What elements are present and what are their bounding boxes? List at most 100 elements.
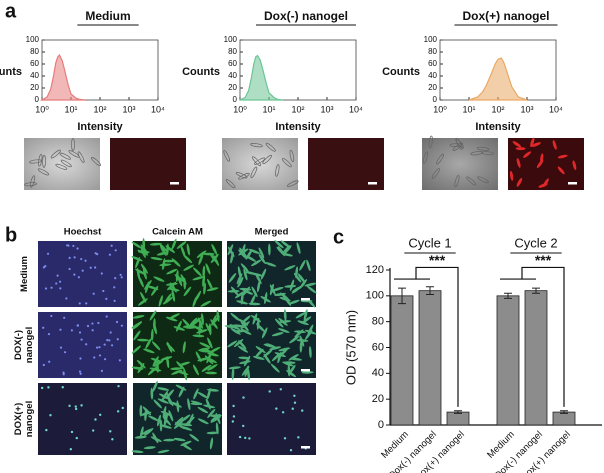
cell [288,299,300,305]
cell [140,263,148,274]
nucleus [80,257,83,261]
nucleus [102,289,105,293]
cell [255,346,266,354]
nucleus [111,438,114,441]
cell [145,338,152,349]
cell [144,280,152,290]
micrograph [38,241,127,307]
nucleus [94,266,97,269]
y-tick-label: 80 [30,47,39,56]
micrograph [224,309,317,381]
row-label: DOX(-)nanogel [13,327,35,363]
cell [283,309,287,322]
cell [131,366,144,370]
cell [255,348,264,358]
cell [132,315,145,319]
nucleus [121,406,124,410]
x-tick-label: 10¹ [262,104,275,114]
nucleus [289,448,293,452]
nucleus [85,302,88,305]
cell [289,335,300,344]
nucleus [47,332,51,336]
cell [245,255,257,262]
chart-title: Medium [85,9,130,23]
nucleus [61,386,64,389]
y-axis-label: Counts [182,66,220,78]
cell [153,276,165,282]
cell [192,276,205,281]
nucleus [42,363,45,367]
nucleus [283,437,287,440]
nucleus [86,324,90,328]
bar [446,411,470,426]
nucleus [62,371,65,374]
cell [248,248,260,254]
cell [163,259,176,263]
nucleus [59,287,62,290]
scale-bar [368,182,377,185]
cell [256,323,265,332]
cell [157,398,169,404]
cell [239,247,247,258]
cell [24,182,37,187]
cell [291,286,302,294]
cell [236,273,243,285]
cell [202,274,206,287]
cell [516,177,523,187]
cell [306,259,311,272]
nucleus [116,338,119,341]
cell [530,137,535,148]
nucleus [85,343,88,346]
nucleus [242,424,245,428]
cell [144,409,147,422]
nucleus [98,354,102,357]
cell [269,284,276,296]
cell [168,313,180,320]
cell [175,384,187,391]
cell [283,245,292,255]
y-tick-label: 40 [428,71,437,80]
row-label-line: nanogel [24,327,35,363]
nucleus [103,343,106,346]
nucleus [119,273,122,276]
cell [193,267,202,277]
nucleus [91,429,95,432]
cell [160,245,167,256]
cell [294,329,304,338]
cell [299,259,306,271]
plot-frame [239,39,357,101]
cell [250,143,263,148]
cell [176,241,187,249]
scale-bar [301,446,310,449]
y-tick-label: 20 [228,83,237,92]
cell [223,150,230,162]
cell [183,286,192,297]
y-tick-label: 80 [428,47,437,56]
nucleus [108,253,112,256]
cell [42,155,46,168]
cell [240,263,249,273]
cell [288,364,296,375]
nucleus [118,359,121,362]
nucleus [70,329,73,332]
plot-frame [41,39,159,101]
nucleus [68,267,71,271]
cell [230,286,239,296]
cell [263,353,271,364]
error-bar [398,287,406,305]
cell [202,265,206,278]
nucleus [79,372,82,375]
cell [241,315,251,324]
cell [275,318,284,328]
cell [201,313,204,326]
group-title: Cycle 1 [408,235,451,250]
y-tick-label: 0 [233,95,238,104]
cell [187,398,191,411]
nucleus [78,370,82,373]
cell [284,265,296,271]
y-axis-label: Counts [382,66,420,78]
nucleus [63,351,67,354]
cell [77,151,85,163]
nucleus [103,358,107,361]
cell [247,368,250,381]
